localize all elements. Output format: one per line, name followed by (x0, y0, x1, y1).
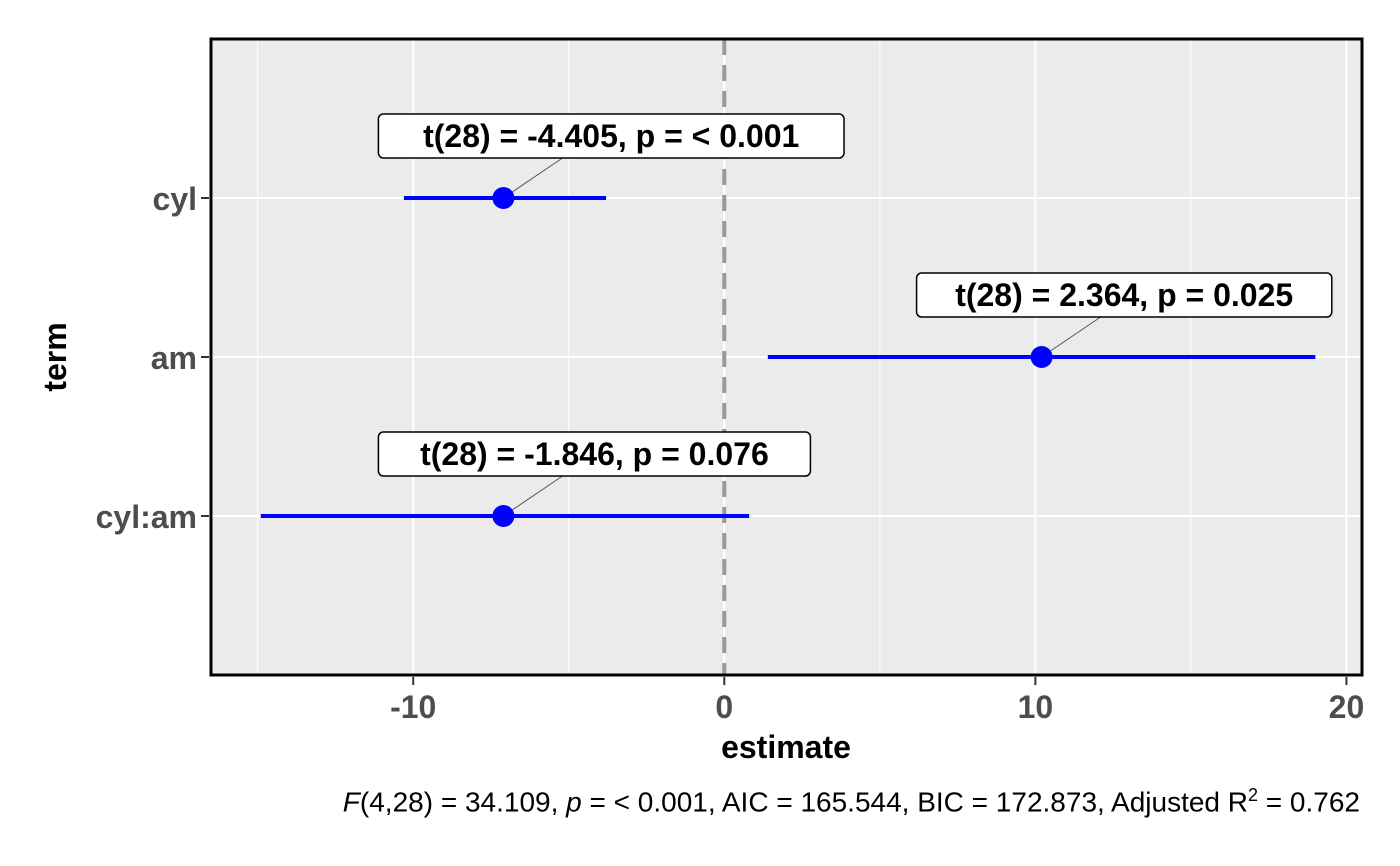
y-axis: cyl am cyl:am (96, 181, 209, 535)
label-leader-line (503, 473, 566, 517)
x-tick-label: 0 (715, 689, 733, 725)
x-tick-label: 10 (1018, 689, 1054, 725)
estimate-point (492, 505, 515, 527)
x-axis: -10 0 10 20 (390, 677, 1364, 725)
model-summary-caption: F(4,28) = 34.109, p = < 0.001, AIC = 165… (343, 785, 1360, 818)
label-leader-line (1041, 314, 1104, 358)
x-tick-label: -10 (390, 689, 436, 725)
caption-rest: = < 0.001, AIC = 165.544, BIC = 172.873,… (581, 786, 1249, 818)
plot-border (209, 37, 1364, 677)
stat-label: t(28) = 2.364, p = 0.025 (955, 277, 1293, 313)
stat-label: t(28) = -1.846, p = 0.076 (420, 436, 769, 472)
chart-marks: t(28) = -4.405, p = < 0.001 t(28) = 2.364… (260, 113, 1333, 527)
y-tick-label: cyl:am (96, 499, 197, 535)
caption-superscript: 2 (1248, 785, 1259, 805)
caption-p-symbol: p (566, 786, 582, 818)
stat-label-box (377, 113, 845, 159)
x-tick-label: 20 (1329, 689, 1365, 725)
stat-label-box (915, 272, 1333, 318)
y-axis-title: term (37, 322, 73, 391)
caption-end: = 0.762 (1258, 786, 1360, 818)
x-axis-title: estimate (721, 729, 851, 765)
estimate-point (1030, 346, 1053, 368)
label-leader-line (503, 155, 566, 199)
caption-f-part: (4,28) = 34.109, (359, 786, 567, 818)
caption-f-symbol: F (342, 786, 360, 818)
y-tick-label: am (151, 340, 197, 376)
stat-label-box (377, 431, 812, 477)
estimate-point (492, 187, 515, 209)
y-tick-label: cyl (153, 181, 197, 217)
stat-label: t(28) = -4.405, p = < 0.001 (423, 118, 799, 154)
